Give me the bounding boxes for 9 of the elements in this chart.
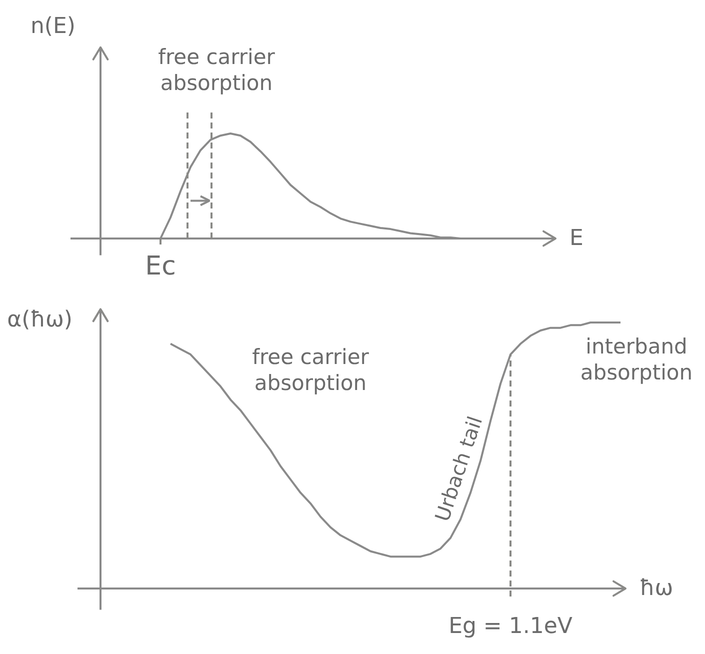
- text: Eg = 1.1eV: [448, 614, 572, 639]
- y-axis-title: n(E): [30, 14, 76, 39]
- text: free carrier absorption: [158, 44, 276, 95]
- x-axis-title: E: [570, 226, 584, 251]
- text: Ec: [145, 252, 176, 282]
- y-axis-title: α(ħω): [7, 308, 73, 333]
- x-axis-title: ħω: [640, 576, 674, 601]
- annotation: free carrier absorption: [252, 345, 370, 396]
- annotation: interband absorption: [580, 334, 693, 384]
